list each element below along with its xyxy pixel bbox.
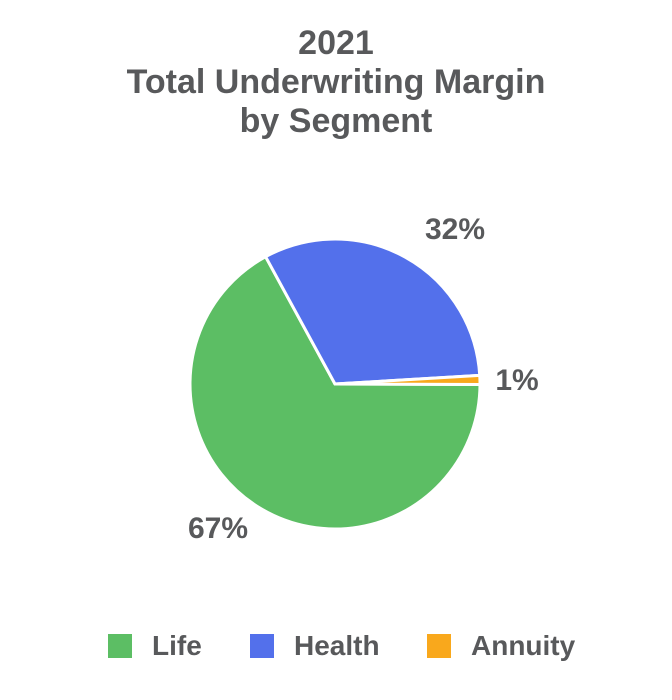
chart-title: 2021 Total Underwriting Margin by Segmen… — [0, 24, 672, 141]
chart-title-line-2: Total Underwriting Margin — [126, 63, 546, 101]
chart-title-line-1: 2021 — [298, 24, 374, 62]
legend-label-annuity: Annuity — [471, 630, 576, 661]
slice-label-life: 67% — [187, 512, 249, 545]
legend-item-health: Health — [250, 630, 380, 661]
pie-slice-health[interactable] — [264, 237, 482, 386]
slice-label-health: 32% — [424, 213, 486, 246]
legend-label-health: Health — [294, 630, 380, 661]
chart-title-line-3: by Segment — [239, 102, 433, 140]
legend-item-life: Life — [108, 630, 202, 661]
pie-slice-life[interactable] — [188, 255, 482, 531]
legend-swatch-life-icon — [108, 634, 132, 658]
legend-item-annuity: Annuity — [427, 630, 575, 661]
legend-swatch-health-icon — [250, 634, 274, 658]
pie-slice-annuity[interactable] — [333, 373, 482, 387]
legend-swatch-annuity-icon — [427, 634, 451, 658]
slice-label-annuity: 1% — [495, 364, 539, 397]
legend-label-life: Life — [152, 630, 202, 661]
